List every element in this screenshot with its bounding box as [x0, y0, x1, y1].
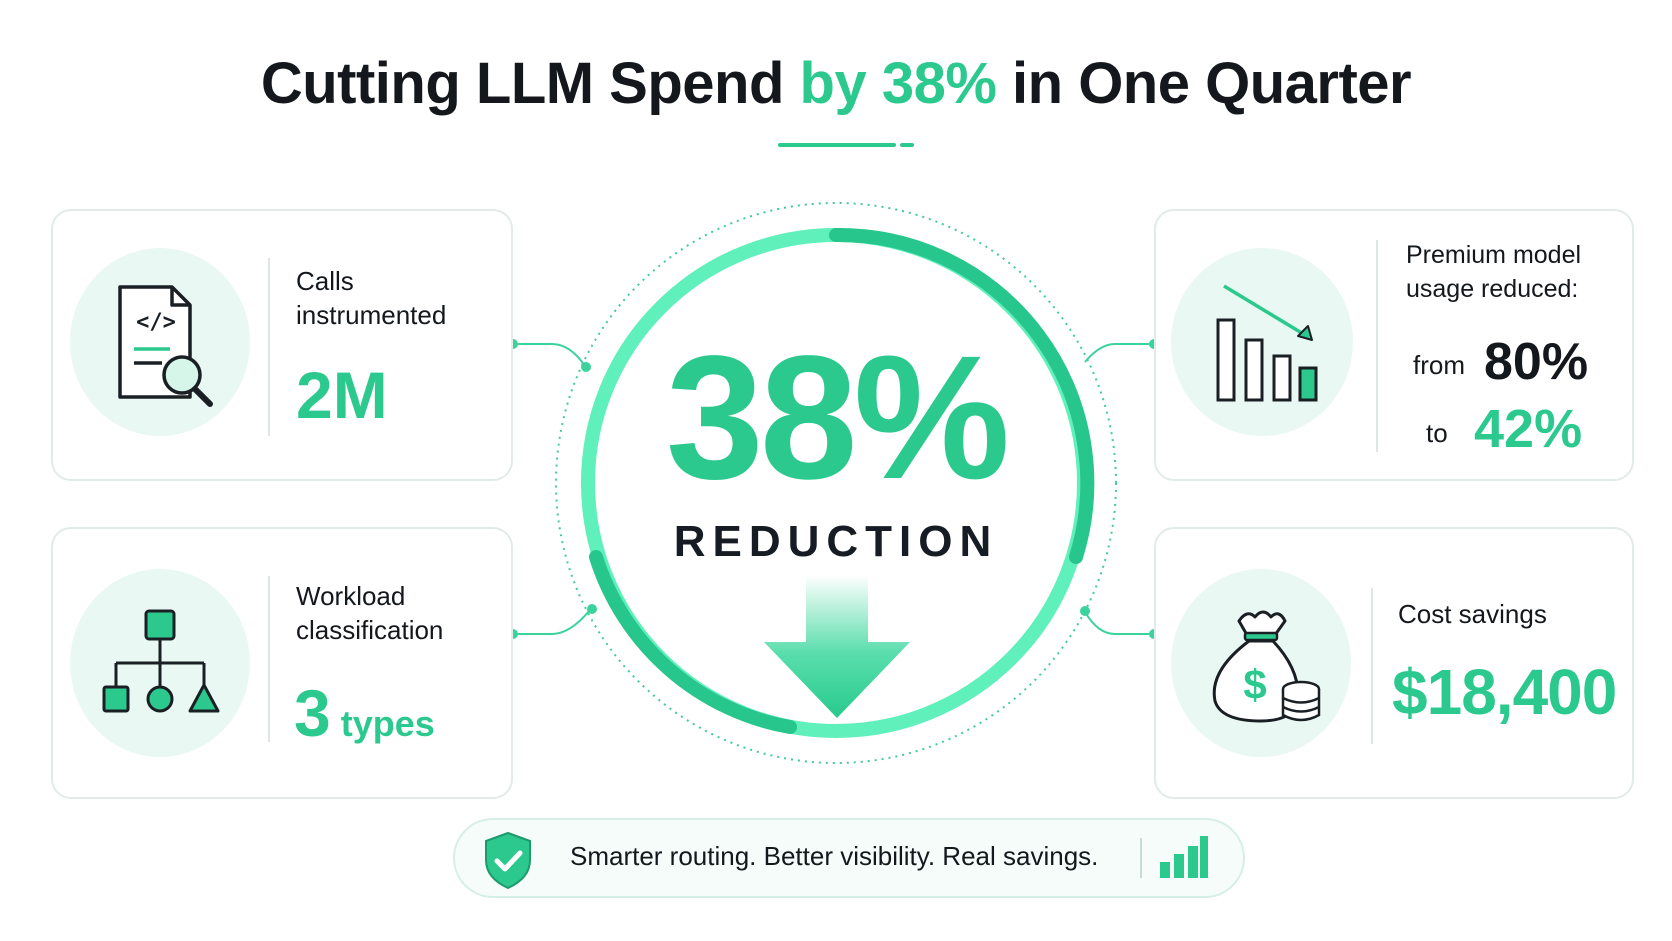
title-accent: by 38% — [799, 51, 997, 116]
premium-from-word: from — [1413, 350, 1465, 380]
workload-label-line2: classification — [296, 615, 444, 645]
savings-divider — [1371, 588, 1373, 744]
premium-divider — [1376, 240, 1378, 452]
hierarchy-shapes-icon — [102, 609, 220, 713]
money-bag-coins-icon: $ — [1212, 610, 1321, 723]
calls-label-line2: instrumented — [296, 300, 447, 330]
calls-icon-circle: </> — [70, 248, 250, 436]
premium-label-line1: Premium model — [1406, 241, 1582, 269]
premium-label-line2: usage reduced: — [1406, 275, 1579, 303]
connector-savings — [1084, 611, 1154, 635]
connector-dot-workload-end — [587, 604, 597, 614]
page-title: Cutting LLM Spend by 38% in One Quarter — [0, 50, 1672, 130]
title-part2: in One Quarter — [996, 51, 1412, 116]
svg-text:$: $ — [1243, 661, 1266, 708]
title-underline-dash — [900, 143, 914, 147]
savings-icon-circle: $ — [1171, 569, 1351, 757]
workload-value-number: 3 — [294, 676, 331, 750]
workload-divider — [268, 576, 270, 742]
workload-value-unit: types — [330, 703, 435, 744]
calls-value: 2M — [296, 358, 388, 432]
down-arrow-icon — [764, 575, 910, 718]
workload-value: 3 types — [294, 680, 435, 746]
footer-tagline-pill — [453, 818, 1245, 898]
workload-icon-circle — [70, 569, 250, 757]
premium-to-value: 42% — [1474, 399, 1583, 459]
hero-label: REDUCTION — [673, 517, 999, 566]
shield-check-icon — [485, 831, 531, 890]
footer-divider — [1140, 838, 1142, 878]
bar-chart-icon — [1160, 836, 1208, 878]
savings-value: $18,400 — [1392, 656, 1617, 728]
svg-text:</>: </> — [136, 310, 176, 335]
code-document-search-icon: </> — [118, 285, 213, 407]
calls-label-line1: Calls — [296, 266, 354, 296]
title-part1: Cutting LLM Spend — [260, 51, 800, 116]
hero-ring-progress-arc-lower — [589, 550, 797, 734]
savings-label: Cost savings — [1398, 599, 1547, 629]
premium-from-value: 80% — [1484, 333, 1589, 391]
declining-bars-icon — [1216, 284, 1318, 402]
connector-dot-savings-end — [1080, 606, 1090, 616]
premium-to-word: to — [1426, 418, 1448, 448]
calls-divider — [268, 258, 270, 436]
title-underline — [778, 143, 896, 147]
footer-text: Smarter routing. Better visibility. Real… — [570, 841, 1099, 871]
connector-workload — [513, 609, 591, 635]
premium-icon-circle — [1171, 248, 1353, 436]
hero-value: 38% — [665, 320, 1010, 516]
workload-label-line1: Workload — [296, 581, 406, 611]
